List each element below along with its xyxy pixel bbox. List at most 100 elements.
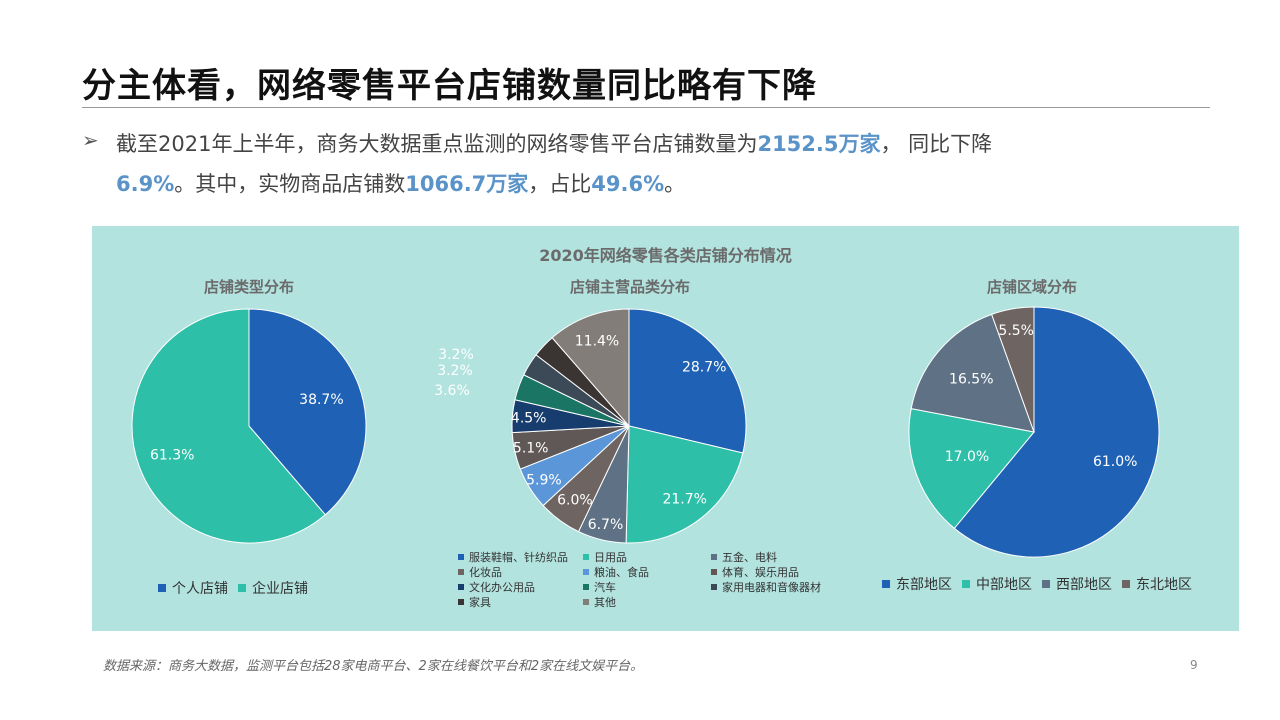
chart-panel: 2020年网络零售各类店铺分布情况 店铺类型分布 店铺主营品类分布 店铺区域分布…	[92, 226, 1239, 631]
pie-label-1-6: 4.5%	[511, 411, 547, 427]
pie-label-1-9: 3.2%	[438, 347, 474, 363]
legend-category-swatch	[458, 584, 464, 590]
legend-category-label: 家具	[469, 596, 491, 609]
pie-label-2-0: 61.0%	[1093, 454, 1137, 470]
legend-category-label: 五金、电料	[722, 551, 777, 564]
pie-label-1-7: 3.6%	[434, 383, 470, 399]
legend-category-item: 粮油、食品	[583, 564, 649, 580]
panel-title: 2020年网络零售各类店铺分布情况	[539, 246, 792, 265]
para-highlight-share: 49.6%	[591, 172, 665, 196]
pie-slice-1-0	[628, 308, 747, 454]
pie-label-1-8: 3.2%	[437, 363, 473, 379]
legend-category-swatch	[583, 569, 589, 575]
legend-category-label: 文化办公用品	[469, 581, 535, 594]
legend-category-swatch	[458, 569, 464, 575]
legend-region-swatch	[1122, 580, 1130, 588]
para-text-4: ，占比	[528, 172, 592, 196]
para-text-5: 。	[664, 172, 686, 196]
legend-category-item: 家用电器和音像器材	[711, 579, 821, 595]
pie-slice-0-0	[248, 308, 367, 516]
legend-store-type-item: 企业店铺	[238, 578, 308, 598]
legend-region-label: 东北地区	[1136, 577, 1192, 593]
pie-label-1-0: 28.7%	[682, 360, 726, 376]
legend-category-label: 粮油、食品	[594, 566, 649, 579]
pie-label-0-0: 38.7%	[299, 392, 343, 408]
chart-title-store-type: 店铺类型分布	[203, 278, 294, 296]
legend-region-label: 西部地区	[1056, 577, 1112, 593]
legend-region-item: 中部地区	[962, 574, 1032, 594]
pie-label-2-3: 5.5%	[998, 323, 1034, 339]
bullet-arrow-icon: ➢	[82, 128, 99, 152]
legend-category-item: 日用品	[583, 549, 627, 565]
legend-region-label: 中部地区	[976, 577, 1032, 593]
legend-category-label: 家用电器和音像器材	[722, 581, 821, 594]
pie-label-2-1: 17.0%	[945, 449, 989, 465]
legend-region-item: 东北地区	[1122, 574, 1192, 594]
legend-category-swatch	[711, 569, 717, 575]
legend-category-swatch	[711, 584, 717, 590]
pie-slice-2-0	[953, 306, 1160, 558]
legend-category-swatch	[458, 554, 464, 560]
para-highlight-yoy-decline: 6.9%	[116, 172, 175, 196]
summary-paragraph: 截至2021年上半年，商务大数据重点监测的网络零售平台店铺数量为2152.5万家…	[116, 124, 1156, 204]
data-source-note: 数据来源：商务大数据，监测平台包括28家电商平台、2家在线餐饮平台和2家在线文娱…	[103, 659, 644, 674]
pie-slice-0-1	[131, 308, 326, 544]
legend-region-swatch	[962, 580, 970, 588]
legend-category-swatch	[583, 599, 589, 605]
pie-label-1-10: 11.4%	[575, 334, 619, 350]
para-text-1: 截至2021年上半年，商务大数据重点监测的网络零售平台店铺数量为	[116, 132, 758, 156]
legend-store-type-label: 个人店铺	[172, 581, 228, 597]
pie-label-1-1: 21.7%	[662, 491, 706, 507]
chart-title-category: 店铺主营品类分布	[569, 278, 690, 296]
pie-slice-2-1	[908, 407, 1035, 530]
legend-store-type-swatch	[158, 584, 166, 592]
legend-category-label: 汽车	[594, 581, 616, 594]
legend-category-item: 文化办公用品	[458, 579, 535, 595]
legend-store-type-label: 企业店铺	[252, 581, 308, 597]
para-highlight-total-stores: 2152.5万家	[757, 132, 881, 156]
pie-label-1-3: 6.0%	[557, 493, 593, 509]
legend-category-item: 服装鞋帽、针纺织品	[458, 549, 568, 565]
legend-category-swatch	[711, 554, 717, 560]
legend-category-item: 汽车	[583, 579, 616, 595]
title-divider	[82, 107, 1210, 108]
legend-region: 东部地区 中部地区 西部地区 东北地区	[882, 574, 1202, 594]
legend-category-swatch	[458, 599, 464, 605]
pie-label-1-4: 5.9%	[526, 473, 562, 489]
legend-region-item: 东部地区	[882, 574, 952, 594]
legend-category-label: 其他	[594, 596, 616, 609]
legend-category-label: 日用品	[594, 551, 627, 564]
legend-region-item: 西部地区	[1042, 574, 1112, 594]
legend-region-swatch	[1042, 580, 1050, 588]
legend-region-swatch	[882, 580, 890, 588]
legend-category-swatch	[583, 554, 589, 560]
legend-category-swatch	[583, 584, 589, 590]
legend-region-label: 东部地区	[896, 577, 952, 593]
pie-slice-1-1	[625, 425, 744, 544]
legend-category-item: 家具	[458, 594, 491, 610]
pie-label-1-2: 6.7%	[588, 517, 624, 533]
pie-label-0-1: 61.3%	[150, 448, 194, 464]
legend-category-label: 化妆品	[469, 566, 502, 579]
pie-slice-2-2	[910, 313, 1035, 433]
legend-store-type-swatch	[238, 584, 246, 592]
legend-store-type: 个人店铺 企业店铺	[158, 578, 318, 598]
pie-slice-1-10	[551, 308, 630, 428]
pie-slice-2-3	[991, 306, 1035, 433]
pie-label-2-2: 16.5%	[949, 371, 993, 387]
legend-category-label: 服装鞋帽、针纺织品	[469, 551, 568, 564]
para-highlight-physical-stores: 1066.7万家	[405, 172, 529, 196]
legend-category-item: 五金、电料	[711, 549, 777, 565]
slide-title: 分主体看，网络零售平台店铺数量同比略有下降	[82, 66, 817, 106]
para-text-2: ， 同比下降	[880, 132, 993, 156]
pie-label-1-5: 5.1%	[513, 441, 549, 457]
pie-charts-svg: 38.7% 61.3% 28.7% 21.7% 6.7% 6.0% 5.9% 5.1% 4.5%…	[131, 306, 1160, 558]
chart-title-region: 店铺区域分布	[986, 278, 1077, 296]
legend-category-item: 体育、娱乐用品	[711, 564, 799, 580]
legend-category-item: 其他	[583, 594, 616, 610]
page-number: 9	[1190, 658, 1198, 672]
legend-category-item: 化妆品	[458, 564, 502, 580]
legend-store-type-item: 个人店铺	[158, 578, 228, 598]
para-text-3: 。其中，实物商品店铺数	[174, 172, 406, 196]
legend-category-label: 体育、娱乐用品	[722, 566, 799, 579]
